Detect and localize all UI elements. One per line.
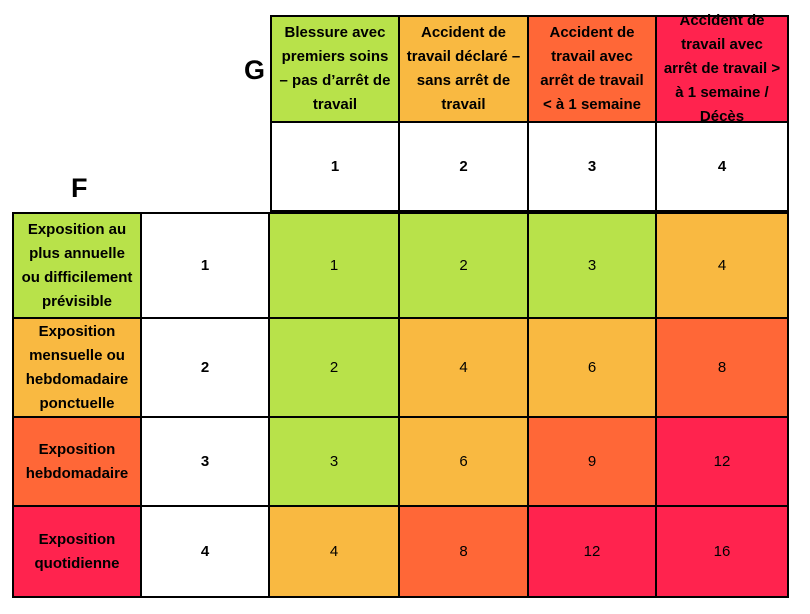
matrix-cell: 4 [400,319,529,418]
matrix-cell: 6 [400,418,529,507]
frequency-index-2: 2 [142,319,270,418]
gravity-index-4: 4 [657,123,789,212]
gravity-header-4: Accident de travail avec arrêt de travai… [657,12,789,125]
matrix-cell: 2 [270,319,400,418]
frequency-index-4: 4 [142,507,270,598]
matrix-cell: 4 [270,507,400,598]
blank-corner [12,15,142,123]
gravity-header-1: Blessure avec premiers soins – pas d’arr… [270,15,400,123]
matrix-cell: 1 [270,212,400,319]
gravity-index-2: 2 [400,123,529,212]
gravity-header-2: Accident de travail déclaré – sans arrêt… [400,15,529,123]
frequency-label-4: Exposition quotidienne [12,507,142,598]
matrix-cell: 2 [400,212,529,319]
frequency-axis-letter: F [71,173,88,203]
matrix-cell: 8 [657,319,789,418]
matrix-cell: 3 [270,418,400,507]
frequency-label-3: Exposition hebdomadaire [12,418,142,507]
matrix-cell: 9 [529,418,657,507]
matrix-cell: 8 [400,507,529,598]
frequency-label-2: Exposition mensuelle ou hebdomadaire pon… [12,319,142,418]
gravity-index-1: 1 [270,123,400,212]
matrix-cell: 12 [657,418,789,507]
frequency-index-3: 3 [142,418,270,507]
blank-corner [12,123,142,212]
gravity-axis-letter: G [244,55,266,85]
gravity-header-3: Accident de travail avec arrêt de travai… [529,15,657,123]
risk-matrix: Blessure avec premiers soins – pas d’arr… [12,12,789,598]
frequency-label-1: Exposition au plus annuelle ou difficile… [12,212,142,319]
matrix-cell: 3 [529,212,657,319]
blank-corner [142,15,270,123]
matrix-cell: 12 [529,507,657,598]
gravity-index-3: 3 [529,123,657,212]
blank-corner [142,123,270,212]
matrix-cell: 6 [529,319,657,418]
frequency-index-1: 1 [142,212,270,319]
matrix-cell: 4 [657,212,789,319]
matrix-cell: 16 [657,507,789,598]
